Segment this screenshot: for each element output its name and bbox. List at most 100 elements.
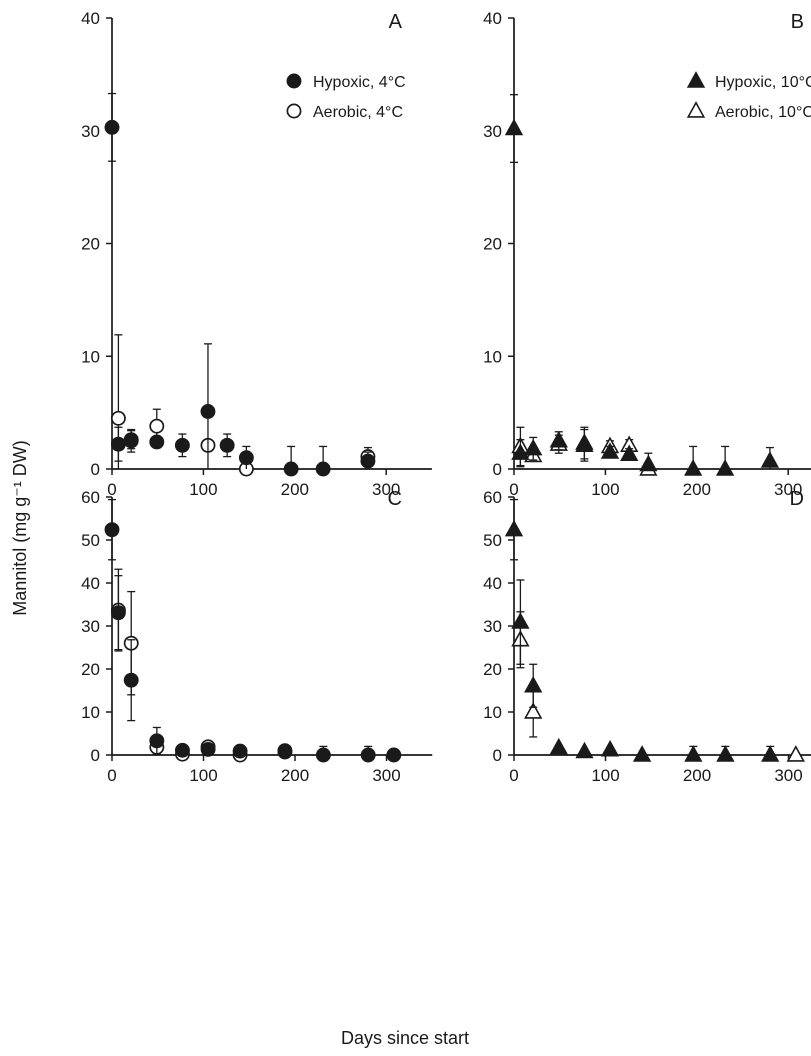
data-point <box>149 434 165 450</box>
y-tick-label: 40 <box>81 9 100 28</box>
y-tick-label: 40 <box>483 574 502 593</box>
data-point <box>200 741 216 757</box>
x-tick-label: 0 <box>107 480 116 499</box>
data-point <box>761 745 780 762</box>
series-aerobic-4-c <box>110 568 293 763</box>
x-tick-label: 300 <box>372 480 400 499</box>
data-point <box>104 522 120 538</box>
panel-a: 0 10 20 30 40 0 100 200 300 A Hypoxic, 4°C Aerobic,… <box>81 9 432 499</box>
x-tick-label: 0 <box>509 766 518 785</box>
legend: Hypoxic, 4°C Aerobic, 4°C <box>286 73 406 121</box>
y-tick-label: 10 <box>81 347 100 366</box>
data-point <box>200 404 216 419</box>
data-point <box>511 612 530 629</box>
x-axis-title: Days since start <box>341 1028 469 1048</box>
series-hypoxic-10-c <box>504 94 780 476</box>
legend-label: Aerobic, 4°C <box>313 104 403 121</box>
x-tick-label: 100 <box>189 480 217 499</box>
data-point <box>315 461 331 477</box>
data-point <box>575 435 594 453</box>
data-point <box>524 438 543 456</box>
data-point <box>123 433 139 449</box>
x-tick-label: 300 <box>372 766 400 785</box>
data-point <box>524 675 543 693</box>
y-tick-label: 20 <box>483 235 502 254</box>
legend-label: Hypoxic, 4°C <box>313 74 406 91</box>
legend-marker <box>286 103 302 119</box>
y-tick-label: 0 <box>493 460 502 479</box>
data-point <box>549 737 568 755</box>
data-point <box>511 443 530 460</box>
series-hypoxic-4-c <box>104 498 402 763</box>
y-tick-label: 20 <box>81 235 100 254</box>
x-tick-label: 200 <box>281 480 309 499</box>
data-point <box>639 454 658 472</box>
data-point <box>219 437 235 453</box>
x-tick-label: 300 <box>774 480 802 499</box>
panel-d: 0 10 20 30 40 50 60 0 100 200 300 D <box>483 488 811 785</box>
panel-c: 0 10 20 30 40 50 60 0 100 200 300 C <box>81 488 433 785</box>
y-tick-label: 0 <box>91 746 100 765</box>
data-point <box>620 444 639 462</box>
y-tick-label: 10 <box>483 347 502 366</box>
series-aerobic-10-c <box>511 611 805 762</box>
y-axis-title: Mannitol (mg g⁻¹ DW) <box>10 440 30 616</box>
y-tick-label: 40 <box>483 9 502 28</box>
data-point <box>238 450 254 466</box>
data-point <box>600 442 620 459</box>
data-point <box>632 745 652 762</box>
panel-letter: B <box>791 11 804 33</box>
legend-label: Aerobic, 10°C <box>715 104 811 121</box>
data-point <box>360 453 376 469</box>
series-hypoxic-10-c <box>504 498 780 762</box>
y-tick-label: 30 <box>483 617 502 636</box>
data-point <box>575 741 594 759</box>
data-point <box>386 747 402 763</box>
data-point <box>715 459 735 476</box>
y-tick-label: 60 <box>81 488 100 507</box>
data-point <box>104 119 120 135</box>
data-point <box>283 461 299 477</box>
y-tick-label: 30 <box>81 122 100 141</box>
data-point <box>760 451 780 468</box>
data-point <box>549 430 568 448</box>
data-point <box>786 745 805 762</box>
legend-label: Hypoxic, 10°C <box>715 74 811 91</box>
y-tick-label: 30 <box>81 617 100 636</box>
y-tick-label: 0 <box>91 460 100 479</box>
data-point <box>277 743 293 759</box>
x-tick-label: 0 <box>509 480 518 499</box>
data-point <box>524 702 543 719</box>
data-point <box>684 459 703 476</box>
y-tick-label: 50 <box>483 531 502 550</box>
data-point <box>232 743 248 759</box>
y-tick-label: 30 <box>483 122 502 141</box>
panel-letter: C <box>388 488 402 510</box>
x-tick-label: 200 <box>683 766 711 785</box>
panel-b: 0 10 20 30 40 0 100 200 300 B Hypoxic, 10°C Aerobic… <box>483 9 811 499</box>
y-tick-label: 50 <box>81 531 100 550</box>
data-point <box>504 118 524 136</box>
series-hypoxic-4-c <box>104 92 376 477</box>
legend-marker <box>286 73 302 89</box>
y-tick-label: 10 <box>483 703 502 722</box>
x-tick-label: 100 <box>591 480 619 499</box>
data-point <box>175 742 190 758</box>
panel-letter: A <box>389 11 403 33</box>
x-tick-label: 200 <box>683 480 711 499</box>
data-point <box>149 418 165 434</box>
y-tick-label: 40 <box>81 574 100 593</box>
data-point <box>123 672 139 688</box>
data-point <box>315 747 331 763</box>
data-point <box>149 733 165 749</box>
panel-letter: D <box>790 488 804 510</box>
y-tick-label: 0 <box>493 746 502 765</box>
data-point <box>600 739 620 757</box>
y-tick-label: 20 <box>81 660 100 679</box>
y-tick-label: 20 <box>483 660 502 679</box>
y-tick-label: 60 <box>483 488 502 507</box>
y-tick-label: 10 <box>81 703 100 722</box>
x-tick-label: 0 <box>107 766 116 785</box>
legend-marker <box>686 71 706 88</box>
